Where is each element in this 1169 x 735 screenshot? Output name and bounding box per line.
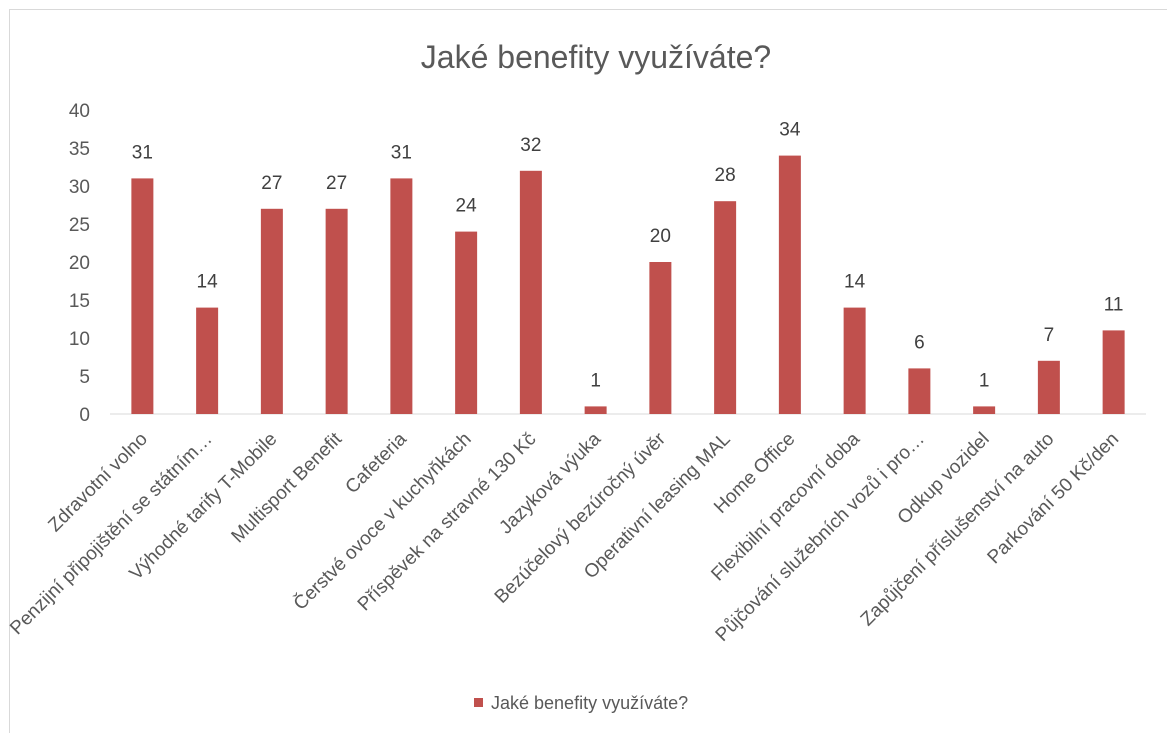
bar	[843, 307, 866, 414]
data-label: 27	[326, 173, 347, 194]
bar	[455, 231, 478, 414]
data-label: 34	[779, 120, 801, 141]
data-label: 32	[520, 135, 541, 156]
data-label: 20	[650, 226, 671, 247]
data-label: 7	[1044, 325, 1055, 346]
y-axis-ticks: 0 5 10 15 20 25 30 35 40	[69, 101, 90, 426]
data-label: 28	[715, 165, 736, 186]
bar	[196, 307, 219, 414]
legend: Jaké benefity využíváte?	[474, 693, 688, 713]
bar	[584, 406, 607, 414]
chart-title: Jaké benefity využíváte?	[421, 39, 771, 75]
bar	[714, 201, 737, 414]
data-label: 31	[391, 142, 412, 163]
x-tick-label: Parkování 50 Kč/den	[984, 429, 1124, 569]
y-tick-label: 35	[69, 139, 90, 160]
x-tick-label: Multisport Benefit	[228, 428, 347, 547]
bar	[649, 262, 672, 414]
bar	[1037, 360, 1060, 414]
y-tick-label: 30	[69, 177, 90, 198]
legend-swatch	[474, 698, 483, 707]
bar	[778, 155, 801, 414]
bar	[973, 406, 996, 414]
y-tick-label: 20	[69, 253, 90, 274]
data-label: 14	[197, 272, 219, 293]
y-tick-label: 5	[79, 367, 90, 388]
bar-series	[131, 155, 1125, 414]
data-label: 27	[261, 173, 282, 194]
legend-label: Jaké benefity využíváte?	[491, 693, 688, 713]
y-tick-label: 25	[69, 215, 90, 236]
data-label: 24	[456, 196, 478, 217]
data-labels: 31 14 27 27 31 24 32 1 20 28 34 14 6 1 7 11	[132, 120, 1124, 392]
data-label: 11	[1104, 294, 1124, 315]
y-tick-label: 40	[69, 101, 90, 122]
data-label: 1	[590, 370, 601, 391]
bar	[260, 208, 283, 414]
data-label: 31	[132, 142, 153, 163]
bar	[1102, 330, 1125, 414]
data-label: 1	[979, 370, 990, 391]
data-label: 14	[844, 272, 866, 293]
y-tick-label: 10	[69, 329, 90, 350]
bar	[131, 178, 154, 414]
y-tick-label: 0	[79, 405, 90, 426]
bar	[908, 368, 931, 414]
bar	[325, 208, 348, 414]
bar	[390, 178, 413, 414]
data-label: 6	[914, 332, 925, 353]
bar	[519, 170, 542, 414]
y-tick-label: 15	[69, 291, 90, 312]
